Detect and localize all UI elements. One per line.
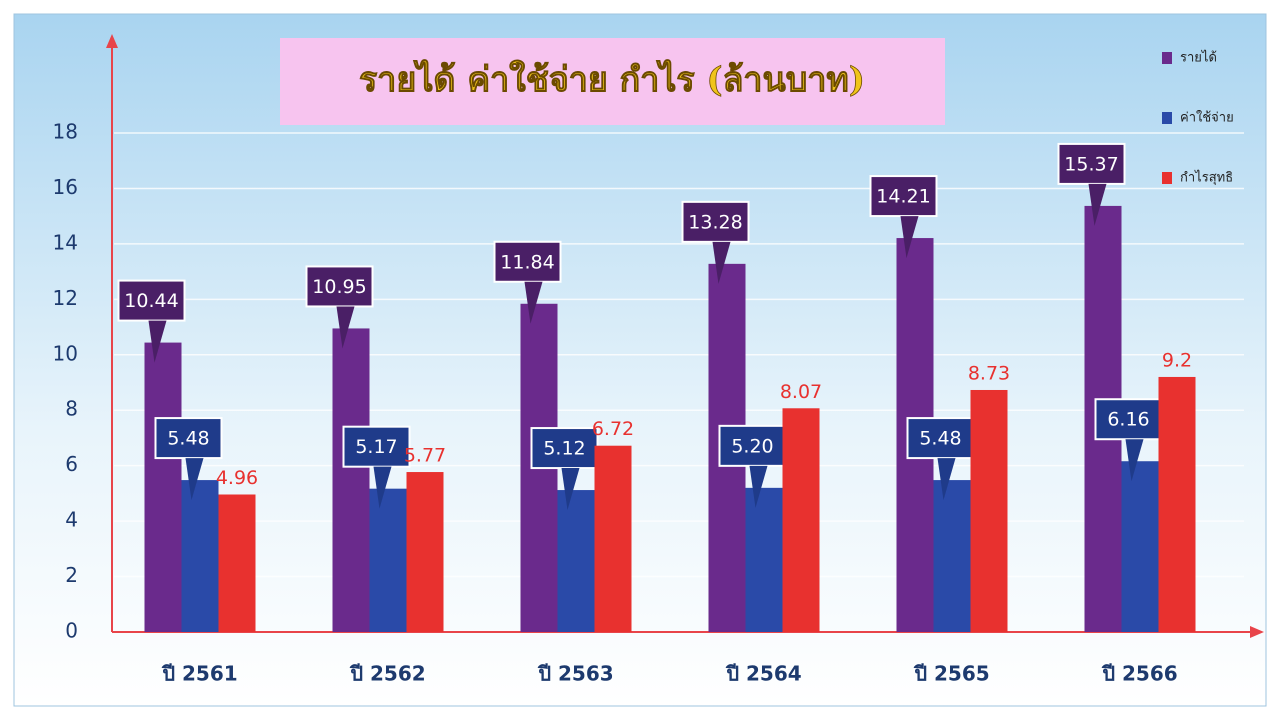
callout-box	[493, 240, 562, 283]
x-tick-label: ปี 2561	[161, 662, 238, 686]
data-label: 9.2	[1162, 349, 1192, 371]
y-tick-label: 0	[65, 619, 78, 643]
bar	[369, 488, 407, 632]
callout-pointer	[1125, 439, 1144, 482]
data-label: 5.48	[919, 428, 961, 450]
bar	[144, 342, 182, 632]
bar	[745, 487, 783, 632]
callout-pointer	[336, 306, 355, 349]
bar	[782, 408, 820, 632]
callout-box	[117, 279, 186, 322]
data-label: 15.37	[1064, 153, 1118, 175]
x-tick-label: ปี 2564	[725, 662, 802, 686]
callout-box	[906, 417, 975, 460]
data-label: 11.84	[500, 251, 554, 273]
callout-pointer	[1088, 183, 1107, 226]
y-tick-label: 16	[53, 175, 78, 199]
y-tick-label: 2	[65, 563, 78, 587]
y-tick-label: 18	[53, 120, 78, 144]
y-axis-arrow	[106, 34, 118, 48]
bar	[594, 445, 632, 632]
bar	[218, 494, 256, 632]
data-label: 8.07	[780, 381, 822, 403]
x-axis-arrow	[1250, 626, 1264, 638]
legend-label: กำไรสุทธิ	[1180, 170, 1233, 186]
data-label: 5.12	[543, 438, 585, 460]
callout-pointer	[148, 320, 167, 363]
data-label: 5.48	[167, 428, 209, 450]
x-tick-label: ปี 2565	[913, 662, 990, 686]
y-tick-label: 4	[65, 508, 78, 532]
data-label: 10.44	[124, 290, 178, 312]
data-label: 8.73	[968, 362, 1010, 384]
bar	[332, 328, 370, 632]
callout-box	[154, 417, 223, 460]
y-tick-label: 8	[65, 397, 78, 421]
data-label: 13.28	[688, 211, 742, 233]
bar	[933, 480, 971, 632]
legend-swatch	[1162, 52, 1172, 64]
callout-pointer	[937, 458, 956, 501]
callout-box	[869, 175, 938, 218]
y-tick-label: 12	[53, 286, 78, 310]
callout-box	[1057, 142, 1126, 185]
callout-pointer	[749, 465, 768, 508]
data-label: 5.77	[404, 445, 446, 467]
data-label: 4.96	[216, 467, 258, 489]
data-label: 5.17	[355, 436, 397, 458]
data-label: 6.72	[592, 418, 634, 440]
legend-swatch	[1162, 112, 1172, 124]
callout-pointer	[712, 241, 731, 284]
data-label: 14.21	[876, 186, 930, 208]
x-tick-label: ปี 2566	[1101, 662, 1178, 686]
callout-box	[1094, 398, 1163, 441]
legend-swatch	[1162, 172, 1172, 184]
y-tick-label: 14	[53, 230, 78, 254]
bar	[970, 389, 1008, 632]
x-tick-label: ปี 2563	[537, 662, 614, 686]
callout-pointer	[524, 281, 543, 324]
legend-label: ค่าใช้จ่าย	[1180, 110, 1234, 126]
chart-title: รายได้ ค่าใช้จ่าย กำไร (ล้านบาท)	[359, 59, 865, 100]
callout-pointer	[900, 216, 919, 259]
x-tick-label: ปี 2562	[349, 662, 426, 686]
data-label: 5.20	[731, 435, 773, 457]
callout-box	[681, 200, 750, 243]
bar	[406, 472, 444, 632]
callout-pointer	[561, 468, 580, 511]
callout-pointer	[373, 466, 392, 509]
callout-pointer	[185, 458, 204, 501]
bar	[181, 480, 219, 632]
title-box	[280, 38, 945, 125]
legend-label: รายได้	[1180, 50, 1217, 66]
y-tick-label: 6	[65, 452, 78, 476]
data-label: 10.95	[312, 276, 366, 298]
bar	[557, 490, 595, 632]
bar	[1121, 461, 1159, 632]
y-tick-label: 10	[53, 341, 78, 365]
bar	[1158, 376, 1196, 632]
data-label: 6.16	[1107, 409, 1149, 431]
